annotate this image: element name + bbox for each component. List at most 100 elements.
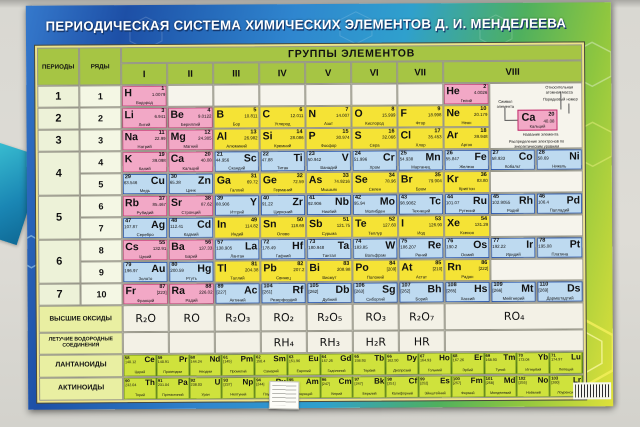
element-symbol: Ds (567, 282, 581, 295)
element-Cs: Cs 55 132.91 Цезий (122, 238, 169, 262)
element-N: N 7 14.007 Азот (305, 105, 352, 129)
element-name: Гольмий (427, 368, 442, 373)
row-7: 7 (80, 217, 123, 240)
atomic-mass: [237] (223, 382, 232, 387)
atomic-mass: [258] (485, 380, 494, 385)
atomic-mass: 58.69 (537, 155, 549, 161)
atomic-mass: [247] (354, 381, 363, 386)
element-Ge: Ge 32 72.59 Германий (259, 172, 306, 195)
element-name: Торий (135, 393, 146, 398)
element-symbol: Es (440, 376, 450, 386)
atomic-mass: 15.999 (381, 112, 396, 118)
atomic-mass: 204.38 (244, 267, 259, 273)
atomic-mass: [210] (432, 266, 443, 272)
element-La: La 57 138.905 Лантан (214, 238, 261, 261)
element-name: Гафний (275, 252, 291, 259)
group-VIII: VIII (443, 60, 583, 84)
element-Ca: Ca 20 40.08 Кальций (167, 150, 214, 173)
element-At: At 85 [210] Астат (398, 259, 445, 282)
element-Dy: Dy 66 162.50 Диспрозий (386, 353, 420, 375)
higher-oxides-label: ВЫСШИЕ ОКСИДЫ (38, 305, 123, 333)
element-symbol: Ho (439, 353, 450, 363)
empty-cell (213, 84, 260, 107)
element-name: Бром (415, 186, 427, 192)
element-symbol: Se (354, 173, 368, 186)
element-Sb: Sb 51 121.75 Сурьма (306, 215, 353, 239)
element-symbol: Hs (474, 282, 488, 296)
element-symbol: U (214, 377, 221, 387)
atomic-mass: 78.96 (384, 178, 396, 184)
element-symbol: Ca (170, 152, 185, 165)
element-name: Радий (185, 297, 198, 303)
element-symbol: K (124, 153, 133, 166)
element-He: He 2 4.0026 Гелий (443, 82, 490, 106)
element-Ba: Ba 56 137.33 Барий (168, 238, 215, 261)
element-Cl: Cl 17 35.453 Хлор (397, 127, 444, 150)
atomic-mass: 91.22 (261, 201, 274, 207)
element-name: Иридий (505, 251, 521, 257)
element-name: Висмут (322, 274, 337, 280)
element-No: No 102 [255] Нобелий (517, 375, 551, 397)
atomic-mass: 18.998 (427, 112, 442, 118)
element-Sc: Sc 21 44.956 Скандий (213, 150, 260, 173)
element-name: Цинк (186, 187, 196, 193)
oxide-formula: R₂O₃ (214, 304, 261, 332)
element-symbol: Xe (447, 217, 460, 230)
group-II: II (167, 62, 214, 85)
element-symbol: Cd (197, 218, 212, 231)
row-9: 9 (80, 261, 123, 284)
element-name: Берклий (362, 392, 377, 397)
atomic-mass: [145] (223, 359, 232, 364)
element-symbol: Re (427, 239, 442, 252)
element-Pr: Pr 59 140.91 Празеодим (156, 354, 190, 376)
atomic-mass: 54.938 (399, 156, 414, 162)
legend-line (568, 103, 570, 114)
element-symbol: Sg (382, 283, 396, 296)
element-H: H 1 1.0079 Водород (121, 84, 168, 108)
atomic-mass: 74.9216 (333, 178, 350, 184)
element-name: Калий (138, 165, 151, 171)
element-Os: Os 76 190.2 Осмий (444, 236, 491, 260)
element-name: Самарий (263, 369, 279, 374)
element-name: Углерод (274, 120, 291, 127)
element-Be: Be 4 9.0122 Бериллий (167, 106, 214, 129)
group-III: III (213, 62, 260, 85)
element-U: U 92 238.03 Уран (189, 377, 223, 399)
element-symbol: Pt (569, 238, 581, 251)
legend-line (504, 107, 506, 120)
empty-cell (259, 84, 306, 107)
element-symbol: Mg (170, 130, 186, 143)
atomic-mass: 98.9062 (399, 200, 416, 206)
element-S: S 16 32.066 Сера (351, 127, 398, 150)
element-symbol: Rb (124, 197, 140, 210)
element-Zn: Zn 30 65.38 Цинк (167, 172, 214, 195)
element-name: Нобелий (526, 391, 541, 396)
empty-cell (305, 83, 352, 107)
element-name: Магний (183, 143, 198, 149)
atomic-mass: 35.453 (428, 134, 442, 140)
volatile-hydrides-label: ЛЕТУЧИЕ ВОДОРОДНЫЕ СОЕДИНЕНИЯ (38, 332, 123, 355)
element-symbol: Bk (374, 376, 385, 386)
element-Tm: Tm 69 168.93 Тулий (484, 352, 518, 374)
atomic-mass: 151.96 (288, 359, 301, 364)
element-Cf: Cf 98 [251] Калифорний (386, 376, 420, 398)
element-name: Скандий (228, 165, 246, 171)
element-W: W 74 183.85 Вольфрам (352, 237, 399, 260)
element-name: Рубидий (136, 209, 154, 215)
atomic-mass: [257] (452, 381, 462, 386)
period-3: 3 (37, 129, 80, 152)
element-Ta: Ta 73 180.948 Тантал (306, 237, 353, 261)
element-name: Осмий (460, 251, 474, 257)
atomic-mass: 51.996 (353, 156, 368, 162)
atomic-mass: 196.97 (124, 268, 138, 274)
element-P: P 15 30.974 Фосфор (305, 127, 352, 151)
element-symbol: Cm (338, 376, 352, 386)
element-name: Полоний (366, 274, 384, 280)
element-symbol: As (308, 173, 323, 187)
atomic-mass: 140.12 (124, 360, 137, 365)
atomic-mass: [269] (538, 287, 549, 293)
element-Zr: Zr 40 91.22 Цирконий (259, 194, 307, 217)
element-symbol: C (262, 108, 271, 121)
element-Th: Th 90 232.04 Торий (124, 377, 157, 400)
element-symbol: Th (145, 378, 155, 388)
